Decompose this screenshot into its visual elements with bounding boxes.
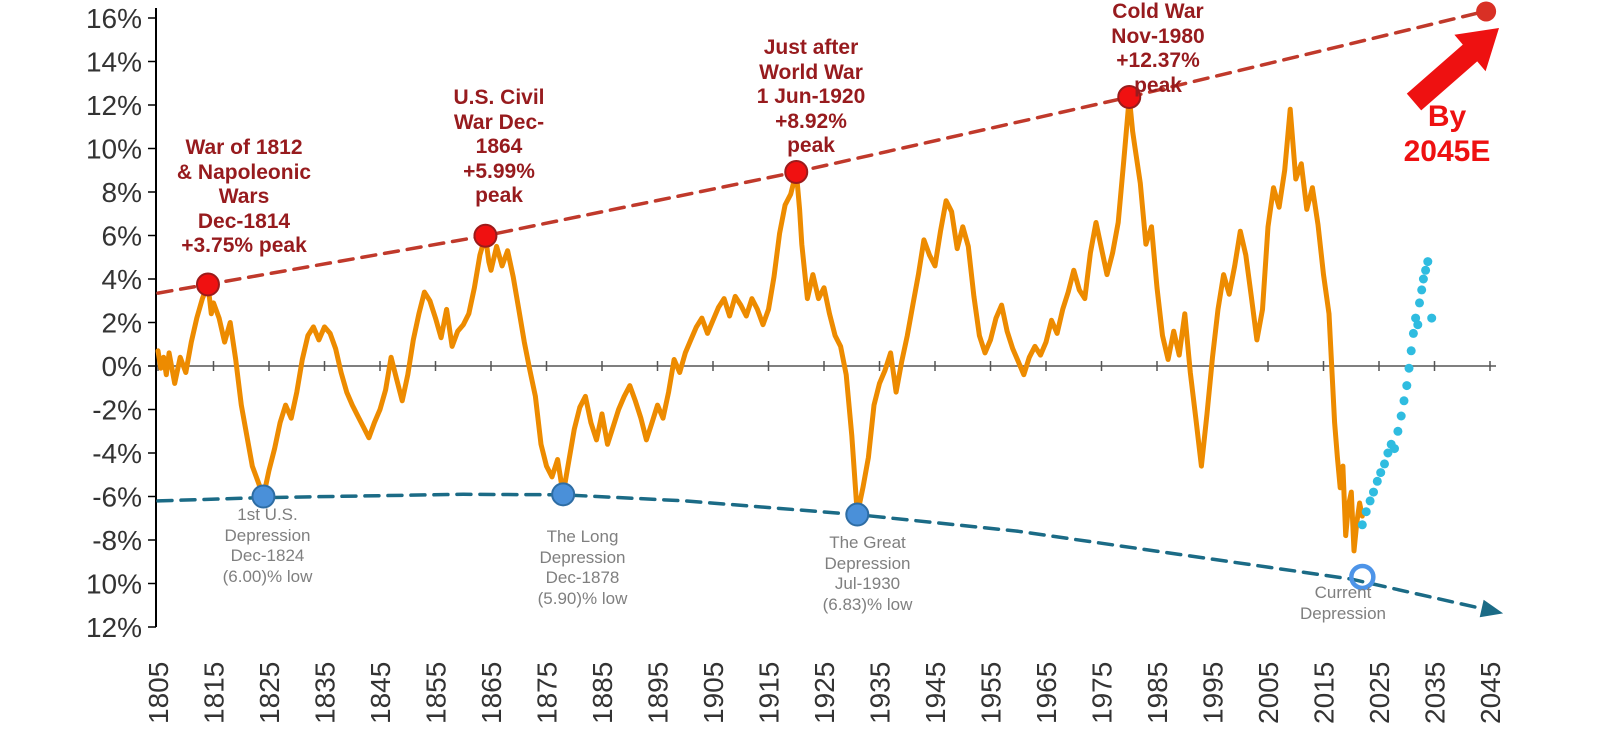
low-annotation-1st-us-depression: 1st U.S. Depression Dec-1824 (6.00)% low (222, 505, 313, 587)
svg-text:1995: 1995 (1198, 662, 1229, 724)
svg-text:1815: 1815 (199, 662, 230, 724)
svg-text:-6%: -6% (92, 482, 142, 513)
peak-annotation-world-war-1: Just after World War 1 Jun-1920 +8.92% p… (756, 36, 866, 158)
svg-text:-2%: -2% (92, 395, 142, 426)
up-right-arrow-shape (1406, 28, 1499, 111)
svg-text:1965: 1965 (1031, 662, 1062, 724)
up-right-arrow-icon (1406, 28, 1499, 111)
forecast-label-by-2045e: By 2045E (1403, 100, 1491, 168)
svg-text:1825: 1825 (254, 662, 285, 724)
svg-text:1935: 1935 (865, 662, 896, 724)
svg-text:2035: 2035 (1420, 662, 1451, 724)
low-annotation-long-depression: The Long Depression Dec-1878 (5.90)% low (537, 527, 628, 609)
svg-text:1805: 1805 (143, 662, 174, 724)
svg-text:1845: 1845 (365, 662, 396, 724)
svg-text:1895: 1895 (643, 662, 674, 724)
svg-text:2045: 2045 (1475, 662, 1506, 724)
svg-text:1905: 1905 (698, 662, 729, 724)
svg-text:14%: 14% (86, 47, 142, 78)
svg-text:10%: 10% (86, 134, 142, 165)
svg-text:1915: 1915 (754, 662, 785, 724)
svg-text:1925: 1925 (809, 662, 840, 724)
svg-text:4%: 4% (102, 264, 142, 295)
svg-text:2025: 2025 (1364, 662, 1395, 724)
svg-text:1865: 1865 (476, 662, 507, 724)
peak-annotation-civil-war: U.S. Civil War Dec- 1864 +5.99% peak (453, 86, 545, 208)
svg-text:2015: 2015 (1309, 662, 1340, 724)
svg-text:8%: 8% (102, 177, 142, 208)
low-annotation-current-depression: Current Depression (1300, 583, 1386, 623)
peak-annotation-war-of-1812: War of 1812 & Napoleonic Wars Dec-1814 +… (176, 136, 312, 258)
svg-text:1975: 1975 (1087, 662, 1118, 724)
svg-text:1835: 1835 (310, 662, 341, 724)
svg-text:1955: 1955 (976, 662, 1007, 724)
svg-text:1985: 1985 (1142, 662, 1173, 724)
svg-text:-4%: -4% (92, 438, 142, 469)
svg-text:6%: 6% (102, 221, 142, 252)
low-annotation-great-depression: The Great Depression Jul-1930 (6.83)% lo… (822, 533, 913, 615)
svg-text:1875: 1875 (532, 662, 563, 724)
svg-text:2005: 2005 (1253, 662, 1284, 724)
svg-text:10%: 10% (86, 569, 142, 600)
svg-text:1885: 1885 (587, 662, 618, 724)
svg-text:12%: 12% (86, 612, 142, 643)
svg-text:1855: 1855 (421, 662, 452, 724)
svg-text:2%: 2% (102, 308, 142, 339)
svg-text:-8%: -8% (92, 525, 142, 556)
svg-text:0%: 0% (102, 351, 142, 382)
svg-text:16%: 16% (86, 3, 142, 34)
svg-text:1945: 1945 (920, 662, 951, 724)
peak-annotation-cold-war: Cold War Nov-1980 +12.37% peak (1111, 0, 1205, 97)
svg-text:12%: 12% (86, 90, 142, 121)
